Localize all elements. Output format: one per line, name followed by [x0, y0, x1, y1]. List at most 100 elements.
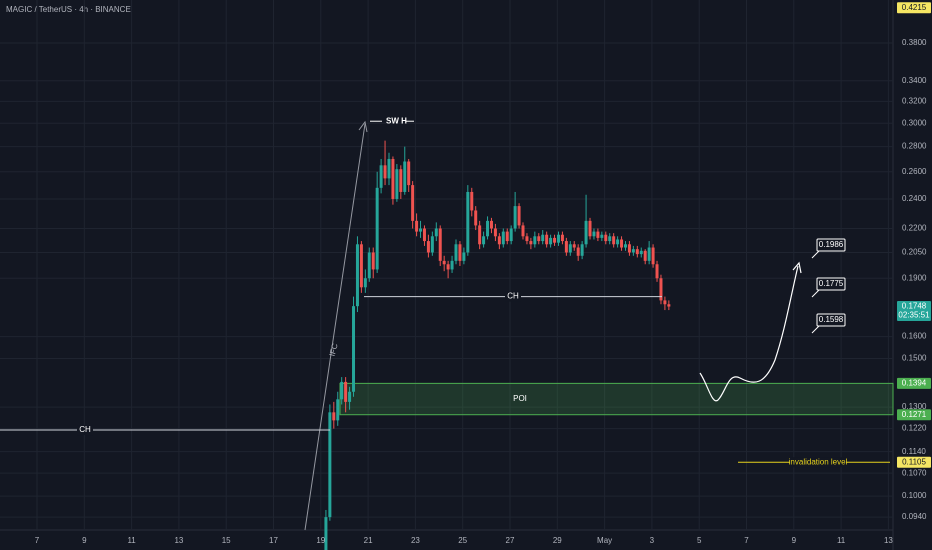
x-tick-label: 23 [411, 536, 420, 545]
price-tag [897, 377, 931, 389]
y-tick-label: 0.1000 [902, 491, 927, 500]
candle-body [344, 381, 348, 402]
y-tick-label: 0.1600 [902, 332, 927, 341]
candle-body [383, 165, 387, 179]
x-tick-label: 13 [884, 536, 893, 545]
poi-label: POI [513, 394, 527, 403]
x-tick-label: 27 [506, 536, 515, 545]
y-tick-label: 0.2800 [902, 142, 927, 151]
candle-body [501, 231, 505, 245]
ch-label: CH [79, 425, 91, 434]
candle-body [474, 210, 478, 226]
price-tag [897, 2, 931, 14]
candle-body [623, 244, 627, 248]
candle-body [426, 241, 430, 253]
y-tick-label: 0.2200 [902, 224, 927, 233]
candle-body [497, 236, 501, 245]
price-tag-label: 0.1271 [902, 410, 927, 419]
candle-body [355, 244, 359, 307]
candle-body [363, 278, 367, 288]
y-tick-label: 0.1070 [902, 468, 927, 477]
x-tick-label: 11 [127, 536, 136, 545]
label-bg [790, 457, 846, 468]
candle-body [576, 247, 580, 256]
candle-body [411, 185, 415, 221]
candle-body [466, 191, 470, 253]
candle-body [580, 244, 584, 256]
candle-body [336, 399, 340, 421]
candle-body [604, 234, 608, 242]
candle-body [572, 244, 576, 248]
candle-body [442, 260, 446, 265]
x-tick-label: 5 [697, 536, 702, 545]
candle-body [493, 228, 497, 237]
candle-body [395, 169, 399, 199]
candle-body [450, 260, 454, 270]
target-label: 0.1986 [819, 240, 844, 249]
ifc-label: IFC [328, 342, 340, 357]
price-tag [897, 301, 931, 322]
projection-path [699, 265, 799, 402]
candle-body [328, 412, 332, 518]
candle-body [391, 158, 395, 199]
candle-body [596, 231, 600, 238]
candle-body [454, 244, 458, 261]
y-tick-label: 0.2600 [902, 167, 927, 176]
candle-body [434, 228, 438, 237]
candle-body [340, 381, 344, 400]
candle-body [332, 412, 336, 421]
price-tag-label: 0.1748 [902, 302, 927, 311]
candle-body [620, 239, 624, 248]
x-tick-label: 15 [222, 536, 231, 545]
y-tick-label: 0.2050 [902, 248, 927, 257]
candle-body [505, 231, 509, 242]
candle-body [639, 250, 643, 255]
candle-body [631, 249, 635, 253]
candle-body [667, 304, 671, 307]
candle-body [478, 225, 482, 245]
x-tick-label: 9 [792, 536, 797, 545]
candle-body [399, 169, 403, 192]
candle-body [458, 244, 462, 261]
zones [339, 382, 894, 416]
candle-body [564, 241, 568, 253]
target-box [816, 277, 846, 291]
candle-body [616, 239, 620, 245]
y-tick-label: 0.3200 [902, 96, 927, 105]
candle-body [549, 237, 553, 245]
candle-body [517, 206, 521, 226]
candle-body [521, 225, 525, 237]
y-tick-label: 0.1500 [902, 354, 927, 363]
candle-body [556, 234, 560, 243]
candle-body [367, 252, 371, 279]
candle-body [663, 300, 667, 305]
arrow-head [358, 120, 368, 133]
label-bg [77, 425, 93, 436]
candle-body [379, 165, 383, 188]
invalidation-label: invalidation level [789, 457, 848, 466]
candle-body [375, 187, 379, 270]
candle-body [525, 236, 529, 242]
price-tag-label: 0.1105 [902, 457, 926, 466]
candle-body [568, 244, 572, 253]
candle-body [545, 234, 549, 245]
candle-body [446, 264, 450, 270]
y-tick-label: 0.3400 [902, 76, 927, 85]
candle-body [489, 220, 493, 229]
y-tick-label: 0.2400 [902, 194, 927, 203]
x-tick-label: 21 [364, 536, 373, 545]
x-tick-label: 7 [35, 536, 40, 545]
candle-body [438, 228, 442, 261]
candle-body [324, 517, 328, 550]
target-box [816, 313, 846, 327]
price-tag [897, 409, 931, 421]
candle-body [486, 220, 490, 237]
x-tick-label: 3 [650, 536, 655, 545]
poi-zone [339, 382, 894, 416]
x-tick-label: 7 [744, 536, 749, 545]
candle-body [584, 220, 588, 245]
candle-body [407, 161, 411, 186]
